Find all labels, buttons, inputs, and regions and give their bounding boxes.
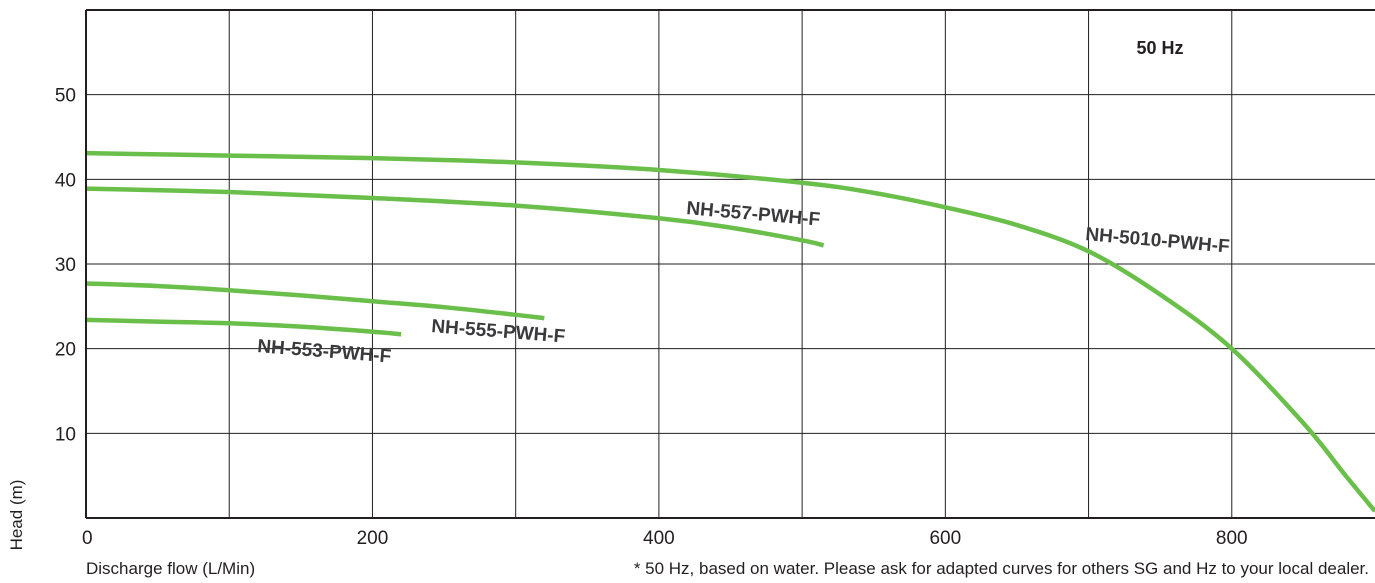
y-tick-label: 20 <box>55 340 76 361</box>
curve-nh-5010-pwh-f <box>85 150 1375 513</box>
performance-curves <box>85 150 1375 513</box>
x-tick-label: 0 <box>82 528 93 549</box>
x-axis-title: Discharge flow (L/Min) <box>86 559 255 578</box>
series-label-nh-5010: NH-5010-PWH-F <box>1085 224 1231 258</box>
grid <box>86 10 1375 518</box>
series-label-nh-555: NH-555-PWH-F <box>431 316 566 347</box>
x-tick-labels: 0 200 400 600 800 <box>82 528 1248 549</box>
curve-nh-555-pwh-f <box>85 281 545 321</box>
curve-nh-557-pwh-f <box>85 186 825 248</box>
x-tick-label: 200 <box>357 528 389 549</box>
footnote: * 50 Hz, based on water. Please ask for … <box>634 559 1369 578</box>
y-axis-title: Head (m) <box>7 480 26 551</box>
x-tick-label: 400 <box>643 528 675 549</box>
y-tick-labels: 10 20 30 40 50 <box>55 86 76 446</box>
y-tick-label: 50 <box>55 86 76 107</box>
curve-nh-553-pwh-f <box>85 317 402 337</box>
y-tick-label: 40 <box>55 170 76 191</box>
axes-frame <box>85 9 1375 519</box>
x-tick-label: 600 <box>929 528 961 549</box>
y-tick-label: 30 <box>55 255 76 276</box>
series-label-nh-553: NH-553-PWH-F <box>257 336 392 367</box>
x-tick-label: 800 <box>1216 528 1248 549</box>
y-tick-label: 10 <box>55 424 76 445</box>
frequency-annotation: 50 Hz <box>1136 38 1183 58</box>
